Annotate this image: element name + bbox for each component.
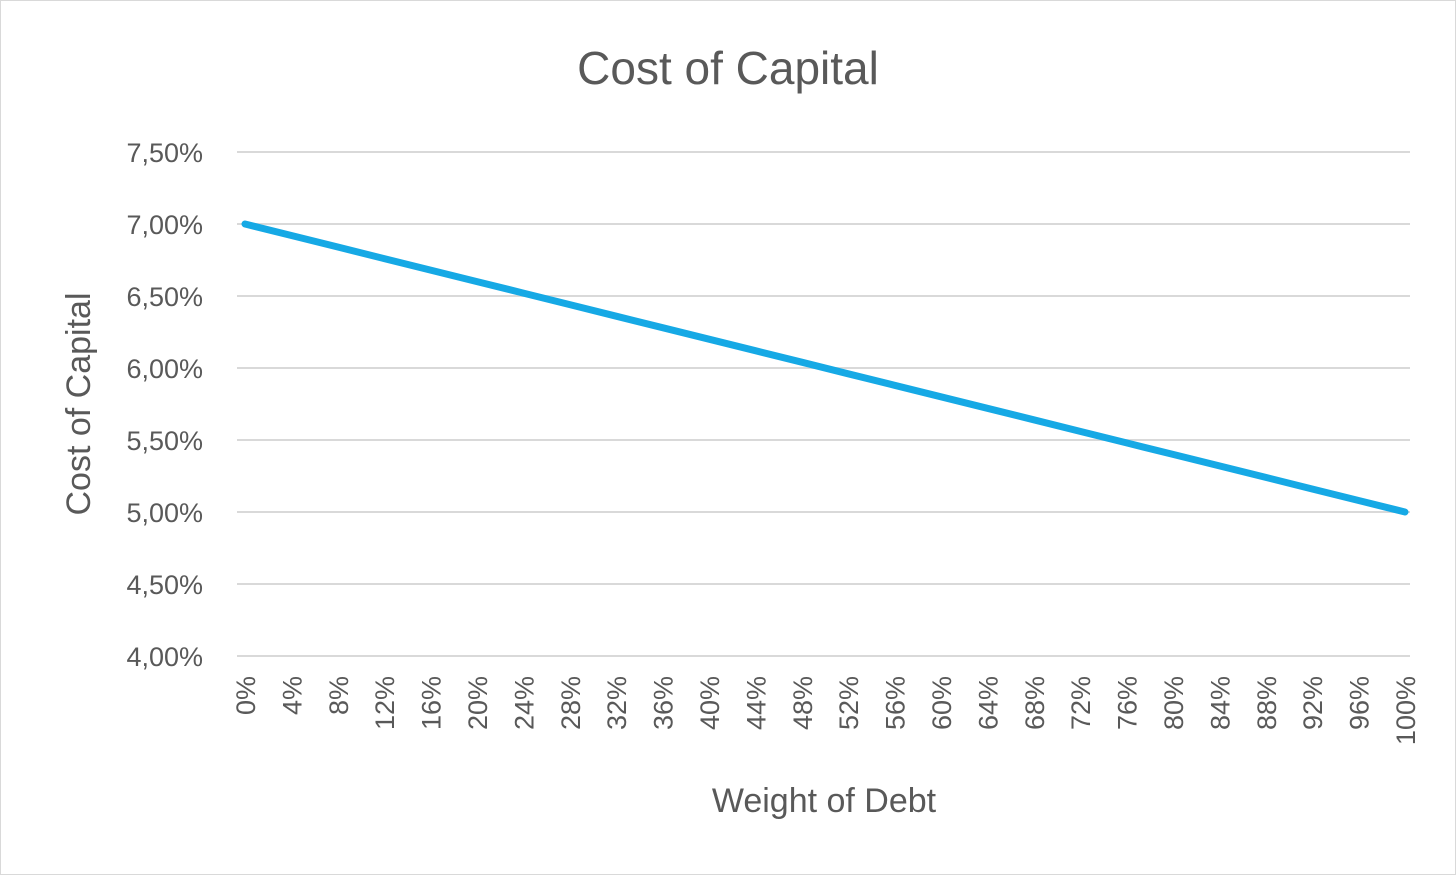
y-tick-labels: 4,00% 4,50% 5,00% 5,50% 6,00% 6,50% 7,00% 7,50%: [126, 138, 203, 672]
x-tick-label: 44%: [741, 676, 771, 730]
gridlines: [237, 151, 1410, 657]
x-axis-title: Weight of Debt: [712, 782, 937, 820]
y-tick-label: 4,50%: [126, 570, 203, 600]
x-tick-label: 28%: [556, 676, 586, 730]
x-tick-label: 92%: [1298, 676, 1328, 730]
series-group: [241, 220, 1409, 516]
x-tick-label: 68%: [1020, 676, 1050, 730]
x-tick-label: 64%: [973, 676, 1003, 730]
x-tick-label: 88%: [1252, 676, 1282, 730]
x-tick-label: 60%: [927, 676, 957, 730]
x-tick-label: 48%: [788, 676, 818, 730]
x-tick-label: 20%: [463, 676, 493, 730]
series-line: [241, 220, 1409, 516]
y-tick-label: 6,00%: [126, 354, 203, 384]
x-tick-label: 16%: [417, 676, 447, 730]
y-tick-label: 5,50%: [126, 426, 203, 456]
x-tick-label: 32%: [602, 676, 632, 730]
x-tick-label: 80%: [1159, 676, 1189, 730]
x-tick-label: 96%: [1345, 676, 1375, 730]
x-tick-label: 84%: [1205, 676, 1235, 730]
chart-title: Cost of Capital: [577, 42, 879, 94]
x-tick-label: 0%: [231, 676, 261, 715]
y-tick-label: 4,00%: [126, 642, 203, 672]
x-tick-label: 56%: [881, 676, 911, 730]
x-tick-label: 40%: [695, 676, 725, 730]
y-tick-label: 7,00%: [126, 210, 203, 240]
y-tick-label: 5,00%: [126, 498, 203, 528]
x-tick-label: 24%: [509, 676, 539, 730]
x-tick-label: 4%: [277, 676, 307, 715]
y-axis-title: Cost of Capital: [60, 293, 98, 516]
x-tick-label: 76%: [1113, 676, 1143, 730]
x-tick-label: 52%: [834, 676, 864, 730]
x-tick-labels: 0% 4% 8% 12% 16% 20% 24% 28% 32% 36% 40% 44% 48% 52% 5…: [231, 676, 1421, 745]
y-tick-label: 6,50%: [126, 282, 203, 312]
x-tick-label: 36%: [649, 676, 679, 730]
x-tick-label: 100%: [1391, 676, 1421, 745]
y-tick-label: 7,50%: [126, 138, 203, 168]
x-tick-label: 8%: [324, 676, 354, 715]
x-tick-label: 72%: [1066, 676, 1096, 730]
x-tick-label: 12%: [370, 676, 400, 730]
